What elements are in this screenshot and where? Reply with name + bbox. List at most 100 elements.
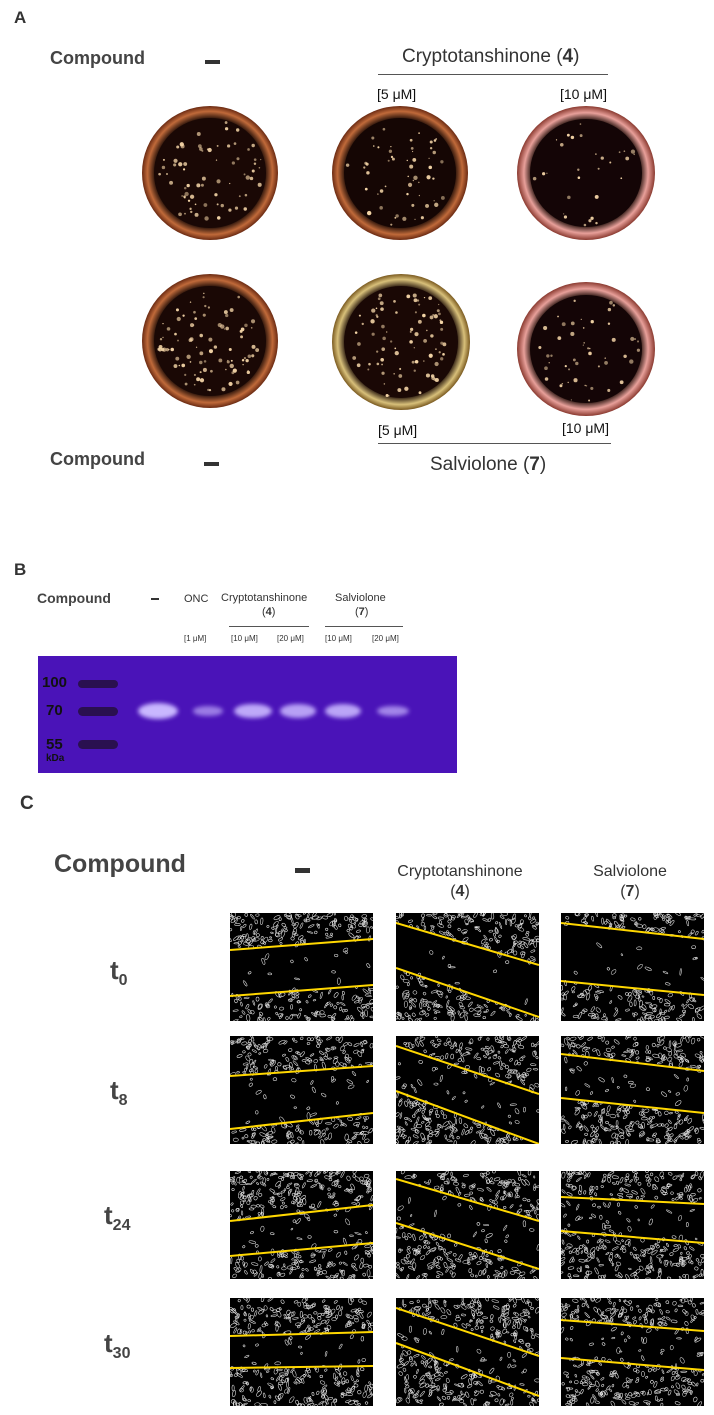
cell — [339, 1062, 347, 1068]
colony — [193, 383, 196, 386]
cell — [295, 995, 299, 999]
cell — [353, 1122, 361, 1126]
cell — [473, 1252, 478, 1259]
cell — [677, 1113, 681, 1117]
cell — [609, 1000, 613, 1005]
cell — [367, 1326, 372, 1332]
cell — [533, 1276, 538, 1279]
cell — [673, 1074, 679, 1079]
cell — [450, 1053, 454, 1060]
cell — [588, 1012, 595, 1017]
cell — [399, 1129, 404, 1137]
cell — [595, 1388, 599, 1392]
cell — [482, 1269, 487, 1274]
colony — [162, 158, 165, 161]
cell — [635, 1056, 640, 1060]
cell — [639, 1000, 643, 1008]
scratch-panel-t0-crypto — [396, 913, 539, 1021]
cell — [287, 1130, 292, 1139]
cell — [451, 1272, 456, 1278]
cell — [333, 913, 337, 916]
cell — [321, 1394, 325, 1399]
cell — [611, 1337, 616, 1340]
cell — [536, 1214, 539, 1221]
cell — [430, 1374, 436, 1379]
cell — [695, 1258, 700, 1262]
cell — [323, 1388, 327, 1395]
panel-a-row2-conc-low: [5 μM] — [378, 422, 418, 438]
cell — [245, 1331, 248, 1335]
colony — [229, 182, 231, 185]
cell — [671, 1004, 675, 1011]
cell — [530, 1307, 534, 1310]
cell — [431, 1236, 438, 1241]
cell — [620, 913, 625, 918]
cell — [273, 1367, 279, 1375]
cell — [333, 1005, 338, 1010]
cell — [493, 1273, 500, 1277]
cell — [230, 1178, 235, 1183]
cell — [230, 915, 234, 920]
cell — [648, 1116, 653, 1121]
colony — [414, 359, 419, 364]
cell — [347, 1387, 352, 1394]
cell — [617, 1193, 623, 1196]
colony — [255, 348, 260, 352]
cell — [257, 1386, 261, 1392]
colony — [170, 347, 175, 352]
cell — [396, 1236, 401, 1239]
cell — [572, 1171, 580, 1175]
cell — [483, 1401, 491, 1406]
colony — [158, 172, 161, 176]
colony — [432, 177, 435, 180]
cell — [264, 1040, 271, 1045]
cell — [422, 991, 427, 996]
cell — [360, 1257, 365, 1264]
cell — [647, 1138, 655, 1142]
cell — [437, 923, 444, 928]
cell — [346, 1187, 350, 1192]
cell — [648, 1368, 652, 1373]
colony — [618, 151, 621, 154]
cell — [433, 1003, 440, 1008]
cell — [561, 1115, 565, 1120]
cell — [575, 1090, 580, 1096]
cell — [585, 1259, 588, 1262]
colony — [189, 207, 192, 210]
cell — [656, 1013, 662, 1019]
cell — [443, 1248, 446, 1253]
cell — [604, 1239, 611, 1244]
cell — [650, 1123, 658, 1128]
cell — [397, 1333, 405, 1338]
cell — [472, 1184, 476, 1188]
panel-a-row2-conc-high: [10 μM] — [562, 420, 609, 436]
cell — [568, 1125, 572, 1130]
cell — [644, 1248, 651, 1251]
cell — [356, 929, 361, 933]
cell — [350, 1298, 355, 1302]
cell — [321, 1061, 326, 1069]
colony — [413, 298, 418, 303]
cell — [699, 1301, 704, 1305]
cell — [426, 1141, 432, 1144]
cell — [518, 940, 522, 945]
colony — [162, 323, 164, 325]
cell — [301, 1182, 306, 1189]
cell — [352, 1171, 357, 1174]
cell — [506, 1036, 511, 1041]
cell — [295, 1128, 300, 1132]
cell — [645, 1270, 651, 1275]
cell — [319, 1010, 325, 1015]
cell — [594, 993, 599, 999]
colony — [380, 307, 384, 311]
cell — [618, 1108, 622, 1111]
cell — [676, 1049, 684, 1053]
cell — [658, 913, 665, 919]
cell — [350, 1183, 355, 1191]
cell — [669, 920, 675, 926]
cell — [403, 1257, 409, 1262]
cell — [412, 1174, 417, 1178]
cell — [275, 932, 279, 937]
cell — [692, 957, 697, 961]
cell — [369, 999, 373, 1005]
